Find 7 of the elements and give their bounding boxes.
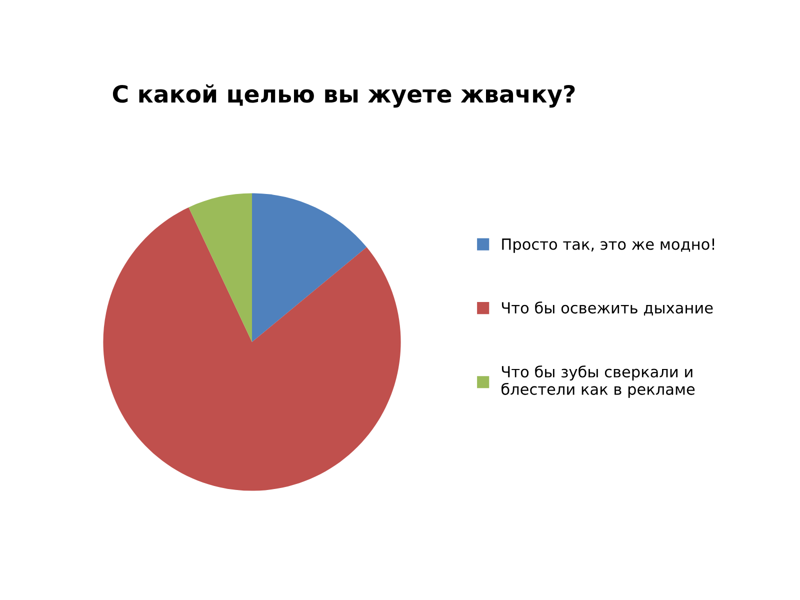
pie-slice — [188, 193, 252, 342]
legend-label: Что бы освежить дыхание — [502, 302, 713, 316]
pie-slice — [103, 207, 401, 491]
pie-slice — [252, 193, 367, 342]
legend-label: Просто так, это же модно! — [502, 238, 714, 253]
chart-title: С какой целью вы жуете жвачку? — [112, 84, 575, 108]
legend-label: Что бы зубы сверкали и блестели как в рекламе — [502, 365, 695, 398]
